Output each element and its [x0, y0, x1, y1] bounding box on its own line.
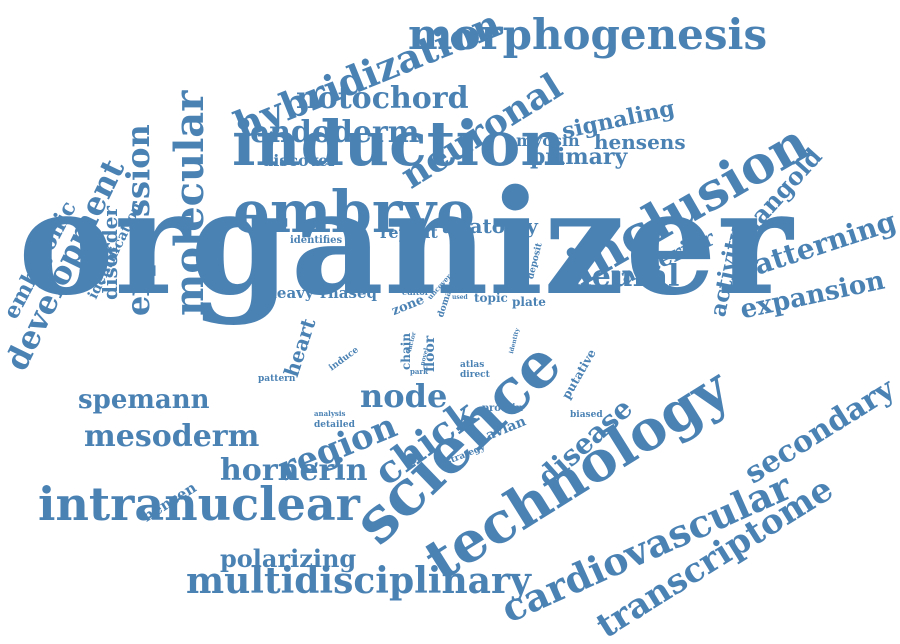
word-polarizing: polarizing [220, 547, 356, 571]
word-embryo: embryo [233, 183, 475, 241]
word-induce: induce [328, 346, 361, 373]
word-spemann: spemann [78, 387, 210, 413]
word-pattern: pattern [258, 375, 295, 384]
word-myosin: myosin [516, 133, 580, 149]
word-mesoderm: mesoderm [84, 422, 259, 452]
word-biased: biased [570, 411, 603, 420]
word-molecular: molecular [170, 91, 210, 316]
word-topic: topic [474, 292, 508, 304]
word-anatomy: anatomy [442, 216, 538, 236]
word-atlas: atlas [460, 361, 484, 370]
word-rnaseq: rnaseq [320, 286, 377, 301]
word-detailed: detailed [314, 421, 355, 430]
word-hensens: hensens [594, 132, 686, 152]
word-discover: discover [262, 153, 337, 169]
word-identifies: identifies [290, 236, 342, 246]
word-analysis: analysis [314, 410, 345, 417]
word-heavy: heavy [266, 286, 314, 301]
word-used: used [452, 295, 468, 301]
word-repeat: repeat [380, 225, 438, 241]
word-node: node [360, 380, 447, 412]
word-protein: protein [482, 404, 523, 414]
word-notochord: notochord [296, 84, 469, 114]
word-intranuclear: intranuclear [38, 481, 360, 527]
word-park: park [410, 368, 428, 375]
word-endoderm: endoderm [250, 118, 420, 148]
word-direct: direct [460, 371, 490, 380]
word-factor: factor [407, 331, 418, 352]
word-plate: plate [512, 296, 546, 308]
